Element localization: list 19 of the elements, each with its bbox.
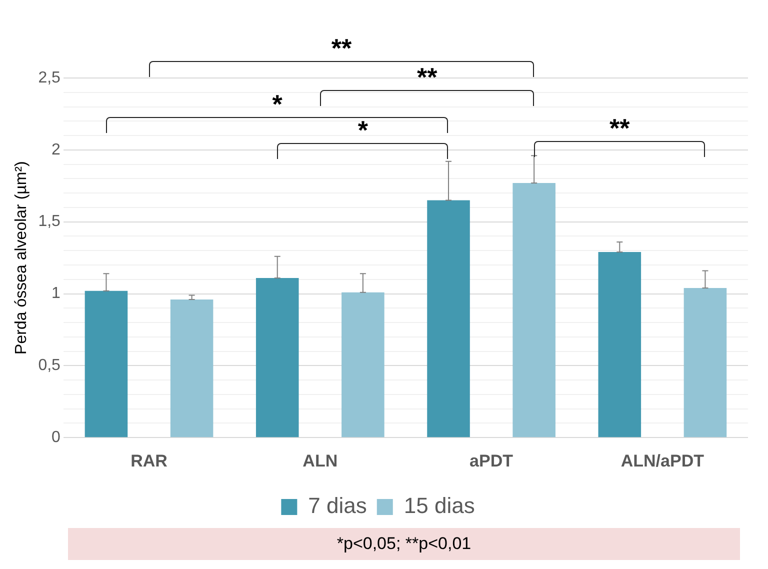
annotation: ** xyxy=(608,113,631,144)
y-tick-label: 1 xyxy=(52,285,61,302)
y-tick-label: 2 xyxy=(52,141,61,158)
annotation: * xyxy=(356,114,369,145)
text: ** xyxy=(330,32,353,63)
legend-label: 15 dias xyxy=(404,493,475,518)
annotation: ** xyxy=(416,62,438,92)
x-tick-label: ALN/aPDT xyxy=(620,451,705,470)
annotation: * xyxy=(271,88,284,119)
text: *p<0,05; **p<0,01 xyxy=(68,528,740,560)
x-tick-label: ALN xyxy=(302,451,338,470)
y-axis-title: Perda óssea alveolar (µm²) xyxy=(13,161,30,354)
x-tick-label: aPDT xyxy=(470,451,514,470)
y-tick-label: 0 xyxy=(52,429,61,446)
y-tick-label: 0,5 xyxy=(38,357,61,374)
x-tick-label: RAR xyxy=(130,451,168,470)
legend-label: 7 dias xyxy=(308,493,367,518)
y-tick-label: 2,5 xyxy=(38,69,61,86)
y-tick-label: 1,5 xyxy=(38,213,61,230)
